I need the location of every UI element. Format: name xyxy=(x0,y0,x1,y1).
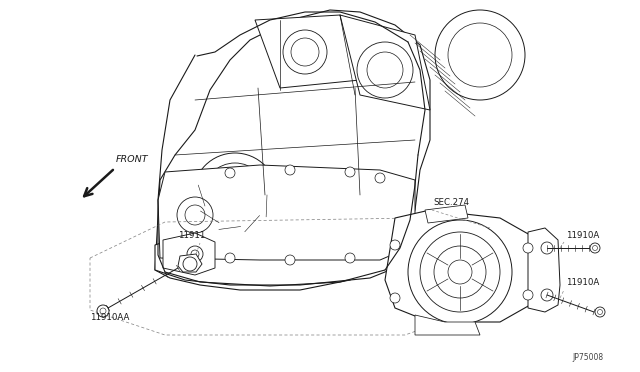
Circle shape xyxy=(375,173,385,183)
Polygon shape xyxy=(155,10,430,290)
Polygon shape xyxy=(340,15,430,110)
Circle shape xyxy=(187,246,203,262)
Circle shape xyxy=(448,23,512,87)
Polygon shape xyxy=(155,225,400,285)
Circle shape xyxy=(100,308,106,314)
Circle shape xyxy=(598,310,602,314)
Circle shape xyxy=(390,293,400,303)
Circle shape xyxy=(219,179,251,211)
Circle shape xyxy=(345,253,355,263)
Circle shape xyxy=(593,246,598,250)
Circle shape xyxy=(367,52,403,88)
Circle shape xyxy=(590,243,600,253)
Circle shape xyxy=(191,250,199,258)
Polygon shape xyxy=(415,315,480,335)
Circle shape xyxy=(203,163,267,227)
Circle shape xyxy=(177,197,213,233)
Circle shape xyxy=(285,255,295,265)
Circle shape xyxy=(408,220,512,324)
Circle shape xyxy=(283,30,327,74)
Circle shape xyxy=(225,253,235,263)
Circle shape xyxy=(357,42,413,98)
Circle shape xyxy=(523,243,533,253)
Polygon shape xyxy=(385,210,535,322)
Circle shape xyxy=(285,165,295,175)
Polygon shape xyxy=(178,254,202,272)
Polygon shape xyxy=(163,233,215,275)
Text: 11910A: 11910A xyxy=(566,278,599,287)
Polygon shape xyxy=(425,205,468,223)
Circle shape xyxy=(435,10,525,100)
Circle shape xyxy=(225,168,235,178)
Circle shape xyxy=(291,38,319,66)
Circle shape xyxy=(434,246,486,298)
Circle shape xyxy=(448,260,472,284)
Text: FRONT: FRONT xyxy=(116,155,148,164)
Polygon shape xyxy=(528,228,560,312)
Polygon shape xyxy=(158,165,415,260)
Circle shape xyxy=(345,167,355,177)
Circle shape xyxy=(390,240,400,250)
Text: SEC.274: SEC.274 xyxy=(433,198,469,207)
Circle shape xyxy=(595,307,605,317)
Text: 11910A: 11910A xyxy=(566,231,599,240)
Text: JP75008: JP75008 xyxy=(572,353,603,362)
Circle shape xyxy=(193,153,277,237)
Circle shape xyxy=(97,305,109,317)
Circle shape xyxy=(183,257,197,271)
Circle shape xyxy=(541,289,553,301)
Circle shape xyxy=(541,242,553,254)
Text: 11911: 11911 xyxy=(178,231,205,240)
Text: 11910AA: 11910AA xyxy=(90,313,129,322)
Circle shape xyxy=(185,205,205,225)
Polygon shape xyxy=(255,15,360,88)
Circle shape xyxy=(523,290,533,300)
Circle shape xyxy=(420,232,500,312)
